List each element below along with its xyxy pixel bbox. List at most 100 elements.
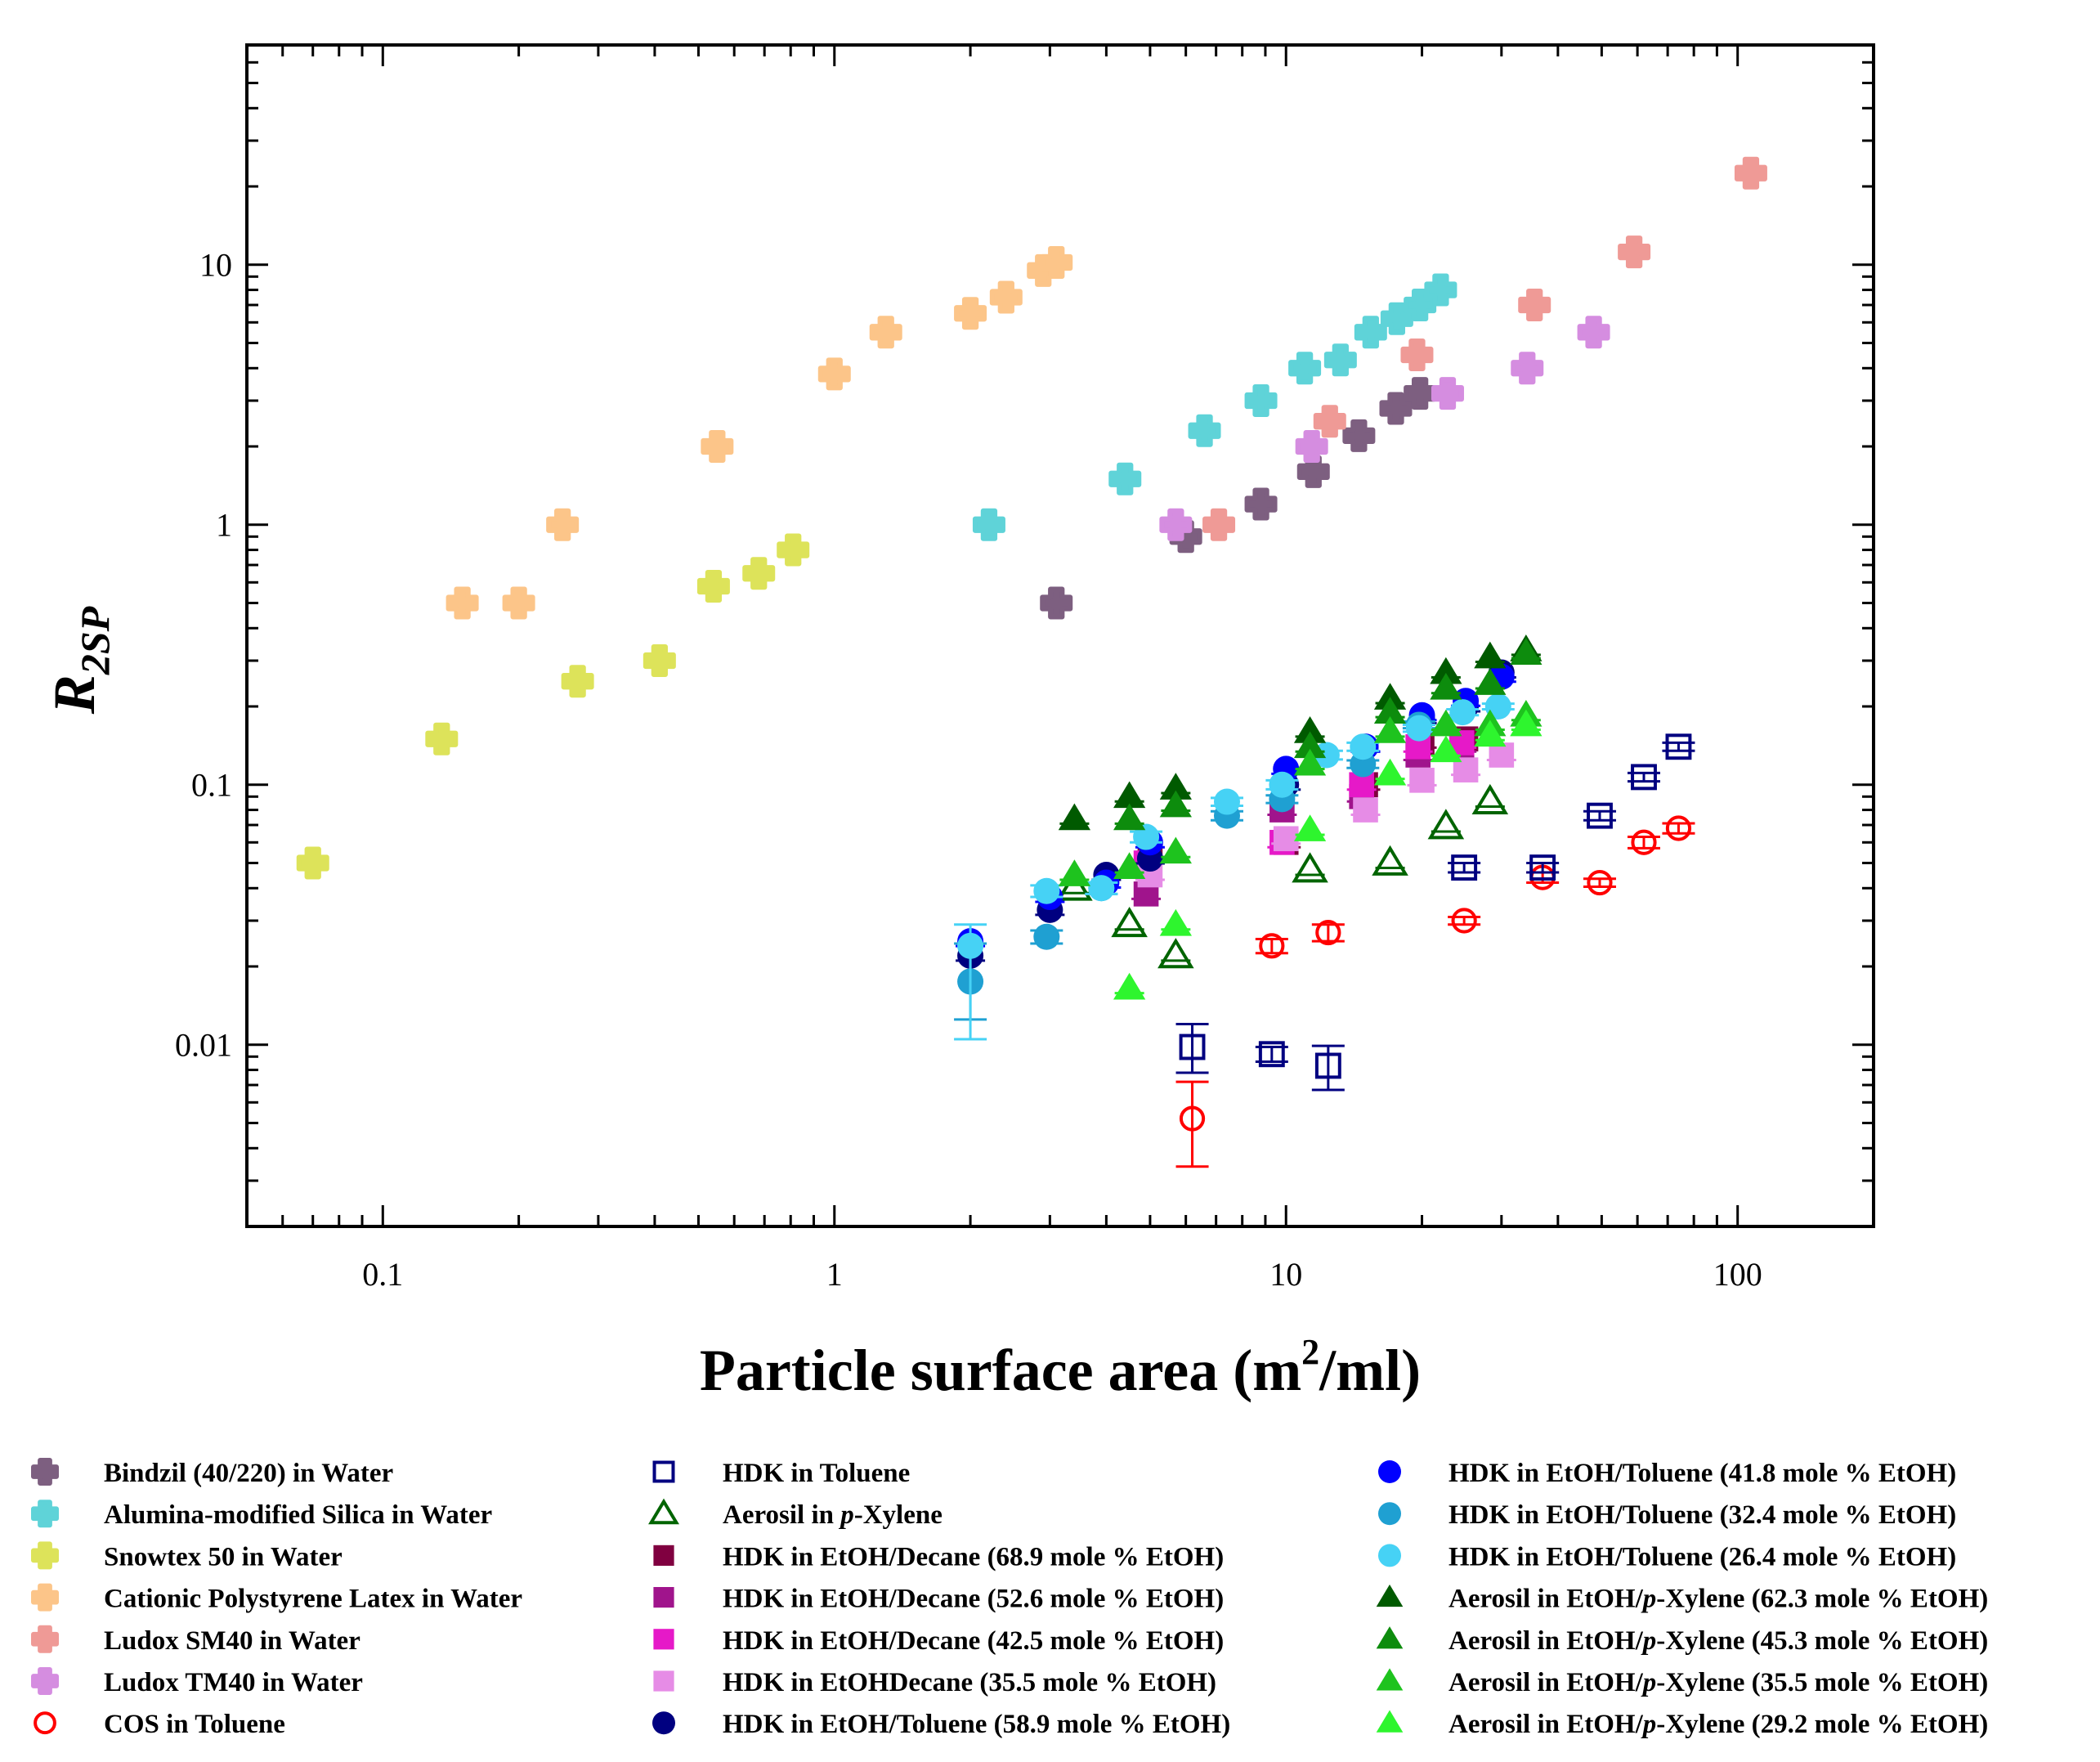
legend-label: Ludox TM40 in Water [104,1668,363,1697]
legend-label-part: -Xylene (35.5 mole % EtOH) [1656,1668,1988,1697]
data-point [1040,246,1073,280]
legend-label: Aerosil in EtOH/p-Xylene (62.3 mole % Et… [1449,1585,1988,1614]
data-point [1471,783,1509,814]
data-point [1404,377,1437,410]
legend-marker [648,1498,679,1525]
legend-marker [653,1545,674,1566]
legend-marker [31,1458,59,1486]
legend-label-part: -Xylene (45.3 mole % EtOH) [1656,1626,1988,1656]
data-point [1400,339,1434,372]
series-5 [1159,316,1610,541]
data-point [1111,906,1148,938]
data-point [1313,405,1346,438]
legend-label: HDK in Toluene [723,1459,910,1488]
legend-marker [1378,1544,1401,1567]
legend-marker [1378,1460,1401,1483]
legend-marker [31,1541,59,1570]
legend-label-italic: p [838,1500,854,1530]
data-point [1056,870,1093,901]
data-point [1188,414,1221,447]
data-point [1631,829,1657,855]
legend-marker [31,1625,59,1653]
data-point [1293,748,1327,776]
legend-marker [34,1711,56,1735]
data-point [1159,836,1192,864]
data-point [296,846,329,880]
x-tick-label: 10 [1269,1256,1302,1293]
data-point [1373,758,1407,786]
data-point [1244,384,1278,418]
data-point [817,357,851,391]
legend-label: HDK in EtOH/Decane (42.5 mole % EtOH) [723,1626,1224,1656]
data-point [1295,430,1328,464]
data-point [1489,742,1515,768]
legend-marker [1376,1710,1404,1733]
data-point [1296,455,1330,488]
x-axis-title-main: Particle surface area (m [700,1338,1301,1403]
data-point [1511,352,1544,385]
data-point [742,557,776,590]
data-point [1430,735,1462,763]
data-point [1373,716,1407,743]
series-1 [972,273,1457,541]
legend-marker [31,1583,59,1612]
data-point [1315,919,1341,946]
legend-marker [1376,1626,1404,1649]
data-point [1113,803,1146,831]
data-point [1350,733,1377,760]
y-tick-label: 10 [199,247,232,284]
legend-marker [1376,1668,1404,1691]
legend-label-part: -Xylene [854,1500,943,1530]
legend-marker [1378,1502,1401,1526]
plot-frame [245,43,1875,1228]
y-axis-title-sub: 2SP [72,606,118,675]
y-tick-label: 0.1 [191,767,232,804]
legend-label-italic: p [1641,1626,1657,1656]
series-20 [1113,709,1543,1000]
data-point [1354,316,1387,349]
data-point [1404,288,1437,321]
legend-label: Bindzil (40/220) in Water [104,1459,393,1488]
data-point [1380,302,1413,335]
legend-label-italic: p [1641,1668,1657,1697]
data-point [1529,854,1556,881]
series-4 [1202,156,1767,541]
legend-label-italic: p [1641,1710,1657,1739]
legend-label: COS in Toluene [104,1710,285,1739]
data-point [1179,1033,1206,1060]
data-point [1409,768,1435,793]
data-point [446,586,479,620]
legend-label: HDK in EtOH/Toluene (41.8 mole % EtOH) [1449,1459,1956,1488]
data-point [1510,709,1543,737]
data-point [696,569,730,603]
legend-label-part: Aerosil in EtOH/ [1449,1668,1644,1697]
legend-label: Alumina-modified Silica in Water [104,1500,492,1530]
data-point [1353,797,1378,823]
data-point [1258,1041,1285,1068]
legend-marker [31,1667,59,1695]
x-axis-title-sup: 2 [1301,1332,1319,1372]
y-tick-label: 1 [216,507,232,544]
data-point [989,280,1023,314]
series-3 [446,246,1073,620]
data-point [1033,923,1060,950]
data-point [1292,852,1328,883]
data-point [1159,790,1192,818]
data-point [1424,273,1457,307]
data-point [643,644,676,678]
legend-label-part: Aerosil in [723,1500,840,1530]
data-point [1518,288,1551,321]
data-point [1577,316,1610,349]
data-point [561,665,594,698]
y-axis-title-main: R [42,675,107,715]
data-point [1088,875,1115,902]
x-tick-label: 1 [826,1256,843,1293]
data-point [1133,823,1160,850]
data-point [1451,908,1477,934]
legend-marker [653,1670,674,1692]
legend: Bindzil (40/220) in Water Alumina-modifie… [31,1458,1988,1739]
data-point [1665,815,1692,841]
x-axis-title: Particle surface area (m2/ml) [700,1332,1421,1403]
legend-label: HDK in EtOH/Toluene (32.4 mole % EtOH) [1449,1500,1956,1530]
data-point [1314,1052,1341,1079]
